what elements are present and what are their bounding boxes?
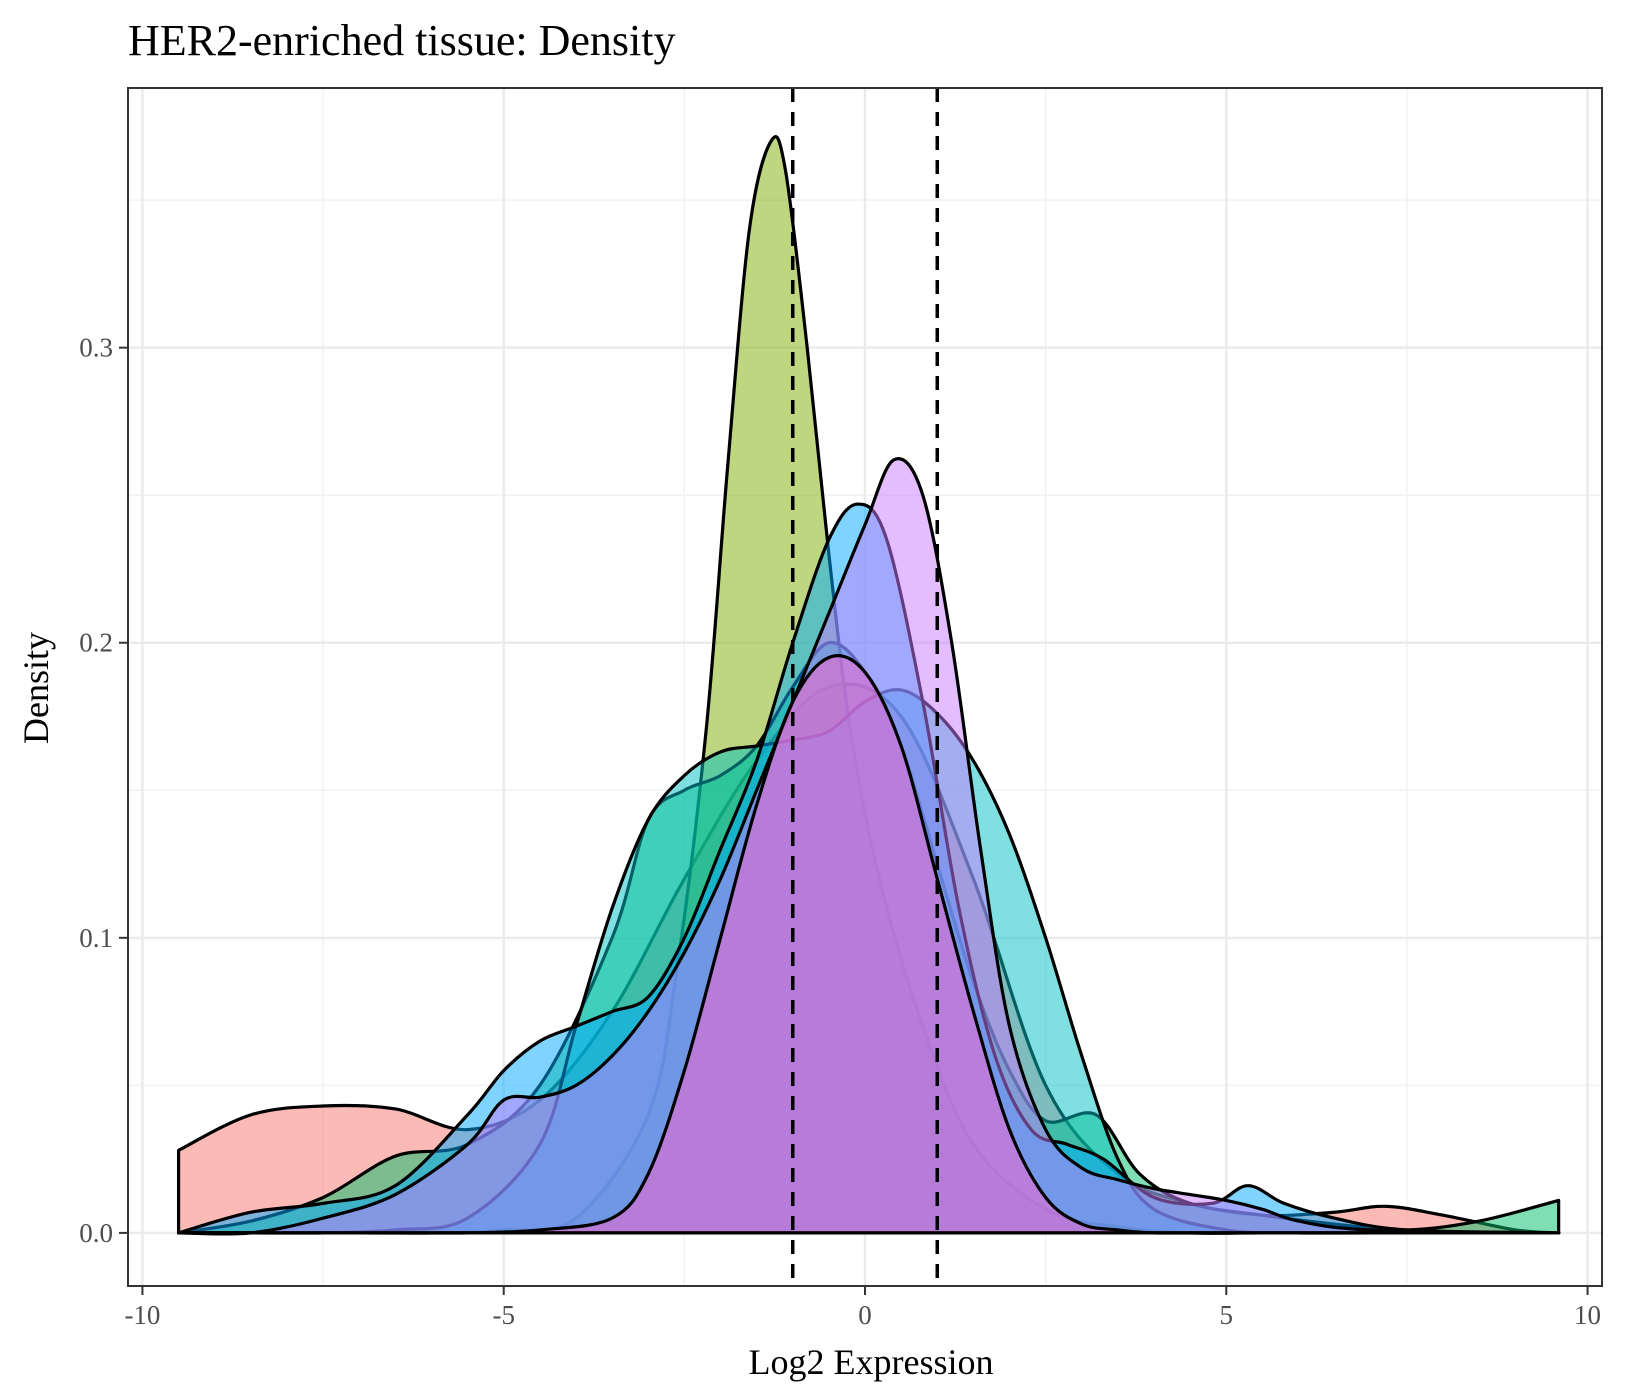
x-tick-label: 5 [1220, 1300, 1234, 1330]
plot-area: -10 -5 0 5 10 0.0 0.1 0.2 0.3 [79, 87, 1603, 1330]
y-axis-title: Density [16, 632, 56, 744]
x-tick-label: 0 [858, 1300, 872, 1330]
x-axis-title: Log2 Expression [749, 1342, 994, 1382]
y-tick-label: 0.3 [79, 333, 113, 363]
y-tick-label: 0.2 [79, 628, 113, 658]
density-area-series-7 [176, 654, 1561, 1235]
density-series-group [176, 135, 1561, 1236]
x-tick-label: -10 [124, 1300, 160, 1330]
x-tick-label: 10 [1574, 1300, 1601, 1330]
y-tick-label: 0.0 [79, 1218, 113, 1248]
y-tick-label: 0.1 [79, 923, 113, 953]
chart-title: HER2-enriched tissue: Density [128, 16, 675, 65]
x-tick-label: -5 [492, 1300, 515, 1330]
